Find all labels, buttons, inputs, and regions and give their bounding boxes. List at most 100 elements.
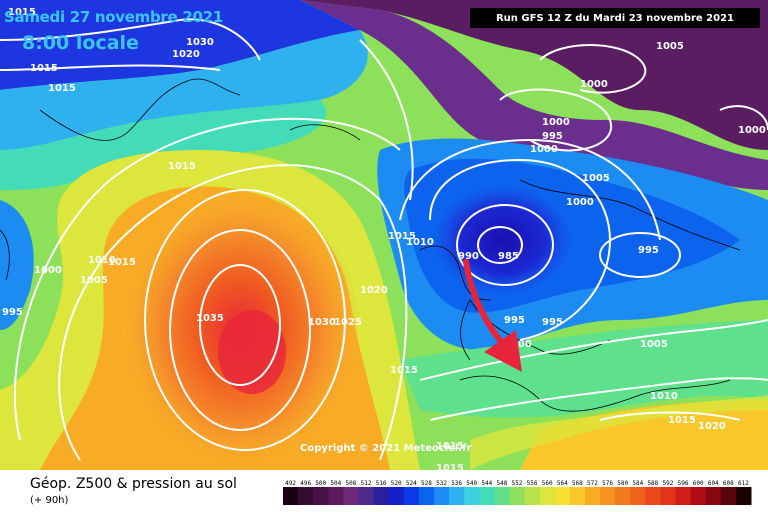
isobar-label: 1010 <box>406 237 434 248</box>
isobar-lines <box>0 18 768 461</box>
legend-label: 576 <box>602 480 613 487</box>
color-legend <box>283 487 752 505</box>
legend-swatch <box>720 487 737 505</box>
isobar-label: 1000 <box>580 79 608 90</box>
legend-label: 512 <box>360 480 372 487</box>
isobar-label: 1015 <box>668 415 696 426</box>
legend-label: 572 <box>587 480 598 487</box>
isobar-label: 1030 <box>308 317 336 328</box>
field-violet <box>300 0 768 190</box>
isobar-label: 1000 <box>530 144 558 155</box>
legend-swatch <box>283 487 299 505</box>
legend-swatch <box>298 487 314 505</box>
legend-label: 552 <box>511 480 523 487</box>
legend-label: 592 <box>662 480 674 487</box>
field-lightblue-nw <box>0 30 368 150</box>
legend-label: 544 <box>481 480 493 487</box>
isobar-label: 1000 <box>566 197 594 208</box>
isobar-label: 1025 <box>334 317 362 328</box>
isobar-label: 1015 <box>48 83 76 94</box>
legend-label: 596 <box>677 480 689 487</box>
legend-swatch <box>449 487 465 505</box>
legend-label: 568 <box>571 480 583 487</box>
isobar-label: 995 <box>542 317 563 328</box>
legend-swatch <box>539 487 556 505</box>
footer-title: Géop. Z500 & pression au sol <box>30 476 237 492</box>
legend-label: 532 <box>436 480 447 487</box>
isobar-label: 1015 <box>30 63 58 74</box>
copyright: Copyright © 2021 Meteociel.fr <box>300 443 472 454</box>
isobar-label: 995 <box>542 131 563 142</box>
isobar-label: 1005 <box>582 173 610 184</box>
isobar-label: 1010 <box>88 255 116 266</box>
geopotential-map: 1015101510151030102010051000100099510001… <box>0 0 768 470</box>
field-green-south <box>400 320 768 418</box>
isobar-label: 1020 <box>172 49 200 60</box>
field-orange-se <box>520 400 768 470</box>
isobar-label: 995 <box>2 307 23 318</box>
legend-label: 564 <box>556 480 568 487</box>
field-low-center <box>430 185 570 295</box>
legend-labels: 492 496 500 504 508 512 516 520 524 528 532 536 540 5… <box>283 480 751 490</box>
legend-swatch <box>569 487 586 505</box>
legend-swatch <box>403 487 420 505</box>
legend-swatch <box>313 487 329 505</box>
isobar-label: 1000 <box>542 117 570 128</box>
legend-swatch <box>418 487 435 505</box>
legend-swatch <box>494 487 510 505</box>
legend-label: 504 <box>330 480 342 487</box>
forecast-time: 8:00 locale <box>22 32 139 54</box>
legend-swatch <box>464 487 480 505</box>
isobar-label: 1005 <box>80 275 108 286</box>
legend-label: 524 <box>405 480 417 487</box>
legend-swatch <box>600 487 616 505</box>
field-yellow-se <box>470 395 768 470</box>
legend-label: 500 <box>315 480 327 487</box>
legend-label: 608 <box>722 480 734 487</box>
legend-label: 588 <box>647 480 659 487</box>
legend-swatch <box>358 487 375 505</box>
isobar-label: 985 <box>498 251 519 262</box>
field-blue-west <box>0 200 34 330</box>
legend-swatch <box>554 487 571 505</box>
legend-label: 528 <box>420 480 432 487</box>
legend-swatch <box>690 487 707 505</box>
legend-label: 516 <box>375 480 387 487</box>
footer-subtitle: (+ 90h) <box>30 495 69 506</box>
isobar-label: 995 <box>504 315 525 326</box>
legend-label: 560 <box>541 480 553 487</box>
isobar-label: 1015 <box>436 441 464 452</box>
isobar-label: 1000 <box>738 125 766 136</box>
legend-swatch <box>584 487 601 505</box>
isobar-label: 1030 <box>186 37 214 48</box>
legend-swatch <box>328 487 344 505</box>
legend-swatch <box>735 487 752 505</box>
isobar-label: 1015 <box>168 161 196 172</box>
field-purple <box>0 0 768 150</box>
legend-swatch <box>660 487 677 505</box>
legend-swatch <box>630 487 646 505</box>
legend-swatch <box>343 487 359 505</box>
isobar-label: 1020 <box>360 285 388 296</box>
legend-swatch <box>615 487 631 505</box>
isobar-label: 1035 <box>196 313 224 324</box>
isobar-label: 995 <box>638 245 659 256</box>
legend-swatch <box>524 487 541 505</box>
legend-label: 508 <box>345 480 357 487</box>
run-info: Run GFS 12 Z du Mardi 23 novembre 2021 <box>470 8 760 28</box>
isobar-label: 1015 <box>436 463 464 470</box>
isobar-label: 1015 <box>390 365 418 376</box>
red-arrow-annotation <box>463 259 522 372</box>
isobar-label: 1015 <box>108 257 136 268</box>
legend-swatch <box>645 487 661 505</box>
isobar-label: 1000 <box>34 265 62 276</box>
legend-label: 540 <box>466 480 478 487</box>
legend-label: 604 <box>707 480 719 487</box>
legend-label: 496 <box>300 480 312 487</box>
legend-label: 536 <box>451 480 463 487</box>
legend-swatch <box>479 487 495 505</box>
legend-label: 584 <box>632 480 644 487</box>
isobar-label: 1015 <box>8 7 36 18</box>
legend-label: 520 <box>390 480 402 487</box>
isobar-label: 1005 <box>656 41 684 52</box>
